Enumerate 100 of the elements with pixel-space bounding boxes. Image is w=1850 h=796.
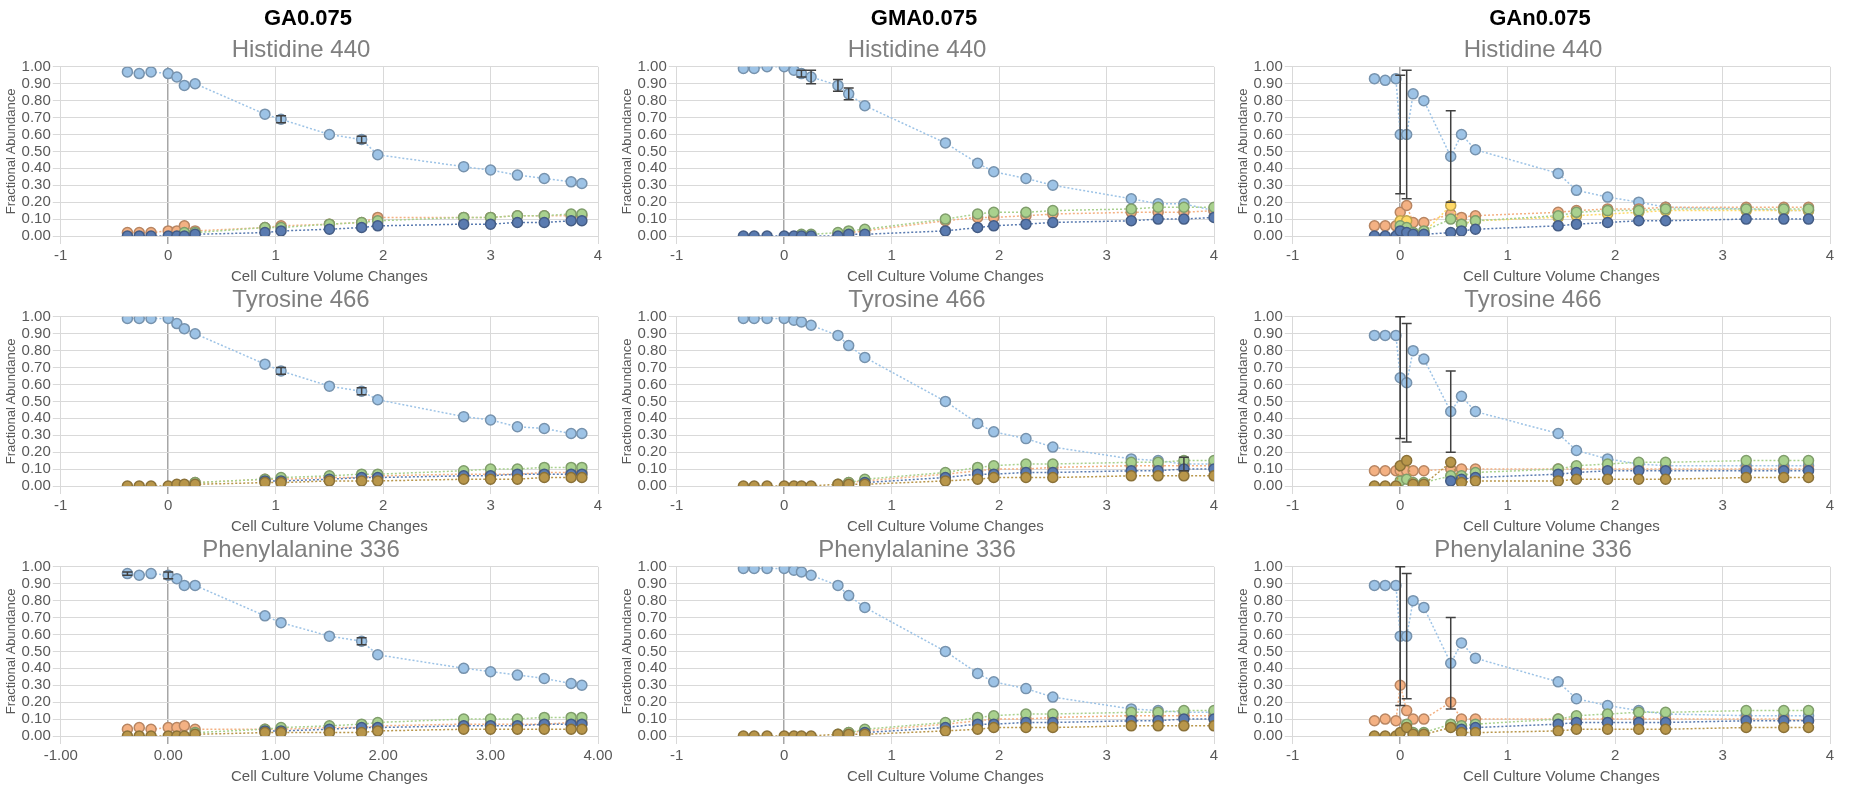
y-tick-label: 0.60 xyxy=(21,374,51,392)
x-tick-label: -1 xyxy=(670,746,684,764)
y-tick-label: 0.70 xyxy=(637,357,667,375)
y-tick-label: 0.70 xyxy=(1253,607,1283,625)
y-tick-label: 0.00 xyxy=(1253,226,1283,244)
x-tick-label: 3 xyxy=(1718,746,1727,764)
y-tick-label: 1.00 xyxy=(21,556,51,574)
y-tick-label: 0.00 xyxy=(1253,726,1283,744)
x-tick-label: 0 xyxy=(1396,496,1405,514)
y-tick-label: 0.30 xyxy=(637,675,667,693)
y-tick-label: 0.00 xyxy=(637,226,667,244)
y-tick-label: 0.20 xyxy=(1253,192,1283,210)
chart-title: GAn0.075 xyxy=(1488,4,1592,32)
y-tick-label: 1.00 xyxy=(637,56,667,74)
y-tick-label: 0.80 xyxy=(21,590,51,608)
y-tick-label: 0.90 xyxy=(1253,323,1283,341)
y-tick-label: 0.50 xyxy=(637,141,667,159)
x-tick-label: 1 xyxy=(271,246,280,264)
x-axis-title: Cell Culture Volume Changes xyxy=(847,767,1044,785)
x-tick-label: -1 xyxy=(54,246,68,264)
y-tick-label: 0.60 xyxy=(637,124,667,142)
x-tick-label: 2 xyxy=(994,246,1004,264)
y-tick-label: 0.60 xyxy=(21,124,51,142)
y-tick-label: 0.10 xyxy=(21,709,51,727)
y-axis-title: Fractional Abundance xyxy=(3,338,19,465)
y-tick-label: 0.90 xyxy=(1253,73,1283,91)
chart-title: GA0.075 xyxy=(262,4,354,32)
y-tick-label: 1.00 xyxy=(1253,306,1283,324)
y-tick-label: 0.00 xyxy=(637,476,667,494)
y-tick-label: 0.80 xyxy=(21,90,51,108)
chart-title: Tyrosine 466 xyxy=(1464,285,1602,313)
x-tick-label: -1 xyxy=(670,246,684,264)
y-tick-label: 0.30 xyxy=(21,425,51,443)
y-tick-label: 0.10 xyxy=(1253,459,1283,477)
y-axis-title: Fractional Abundance xyxy=(1235,338,1251,465)
x-tick-label: 2 xyxy=(1610,496,1620,514)
y-tick-label: 0.20 xyxy=(637,442,667,460)
x-tick-label: 0 xyxy=(1396,746,1405,764)
y-tick-label: 0.90 xyxy=(637,323,667,341)
y-tick-label: 0.10 xyxy=(21,459,51,477)
chart-title: Tyrosine 466 xyxy=(848,285,986,313)
y-tick-label: 0.00 xyxy=(21,476,51,494)
y-tick-label: 0.30 xyxy=(1253,175,1283,193)
y-tick-label: 0.30 xyxy=(21,175,51,193)
y-tick-label: 0.30 xyxy=(637,175,667,193)
x-tick-label: 1 xyxy=(1503,496,1512,514)
x-axis-title: Cell Culture Volume Changes xyxy=(1463,767,1660,785)
y-tick-label: 0.20 xyxy=(637,692,667,710)
y-tick-label: 0.30 xyxy=(1253,675,1283,693)
x-tick-label: 1 xyxy=(887,496,896,514)
x-tick-label: 3 xyxy=(1102,246,1111,264)
x-tick-label: 4.00 xyxy=(583,746,613,764)
x-tick-label: 4 xyxy=(1825,246,1835,264)
x-axis-title: Cell Culture Volume Changes xyxy=(231,267,428,285)
chart-title: GMA0.075 xyxy=(869,4,979,32)
y-tick-label: 0.50 xyxy=(21,141,51,159)
x-tick-label: 0 xyxy=(164,246,173,264)
x-tick-label: -1.00 xyxy=(43,746,78,764)
y-tick-label: 0.10 xyxy=(637,459,667,477)
x-tick-label: 3 xyxy=(486,496,495,514)
y-axis-title: Fractional Abundance xyxy=(1235,88,1251,215)
chart-title: Phenylalanine 336 xyxy=(1434,535,1632,563)
y-tick-label: 0.50 xyxy=(1253,641,1283,659)
y-tick-label: 0.50 xyxy=(1253,391,1283,409)
x-tick-label: 3 xyxy=(1718,246,1727,264)
x-tick-label: 4 xyxy=(593,496,603,514)
y-tick-label: 0.90 xyxy=(637,73,667,91)
y-tick-label: 1.00 xyxy=(1253,556,1283,574)
y-axis-title: Fractional Abundance xyxy=(619,588,635,715)
y-tick-label: 0.70 xyxy=(1253,107,1283,125)
y-tick-label: 1.00 xyxy=(637,306,667,324)
x-tick-label: 4 xyxy=(1825,746,1835,764)
x-tick-label: 1 xyxy=(1503,746,1512,764)
x-axis-title: Cell Culture Volume Changes xyxy=(231,767,428,785)
y-tick-label: 0.70 xyxy=(1253,357,1283,375)
x-tick-label: 4 xyxy=(1825,496,1835,514)
x-axis-title: Cell Culture Volume Changes xyxy=(847,517,1044,535)
x-tick-label: 1 xyxy=(1503,246,1512,264)
y-tick-label: 0.10 xyxy=(637,709,667,727)
y-tick-label: 0.90 xyxy=(21,73,51,91)
y-tick-label: 0.10 xyxy=(1253,709,1283,727)
x-tick-label: 0 xyxy=(164,496,173,514)
x-tick-label: 4 xyxy=(593,246,603,264)
y-tick-label: 0.40 xyxy=(21,158,51,176)
y-axis-title: Fractional Abundance xyxy=(619,338,635,465)
y-tick-label: 0.00 xyxy=(1253,476,1283,494)
x-tick-label: 3 xyxy=(486,246,495,264)
x-axis-title: Cell Culture Volume Changes xyxy=(847,267,1044,285)
y-tick-label: 0.40 xyxy=(637,658,667,676)
y-tick-label: 0.40 xyxy=(21,658,51,676)
y-tick-label: 0.90 xyxy=(1253,573,1283,591)
x-tick-label: 3 xyxy=(1718,496,1727,514)
y-tick-label: 0.30 xyxy=(1253,425,1283,443)
y-tick-label: 0.60 xyxy=(1253,374,1283,392)
y-tick-label: 0.70 xyxy=(637,607,667,625)
y-tick-label: 0.60 xyxy=(21,624,51,642)
x-tick-label: 3 xyxy=(1102,496,1111,514)
y-tick-label: 0.90 xyxy=(21,573,51,591)
y-tick-label: 0.60 xyxy=(637,374,667,392)
y-tick-label: 0.90 xyxy=(637,573,667,591)
